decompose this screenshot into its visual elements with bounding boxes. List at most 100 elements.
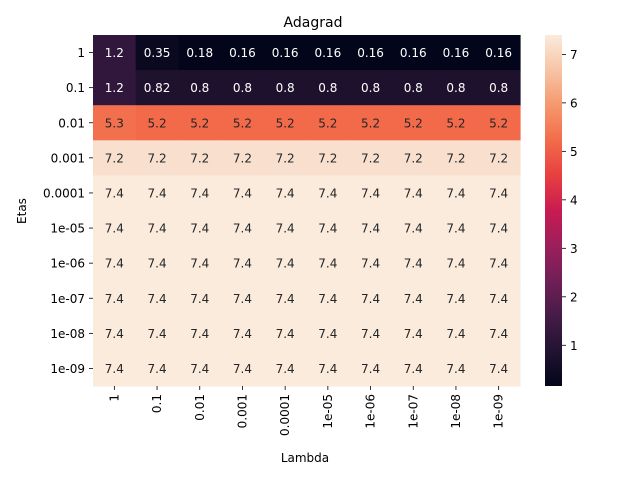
colorbar-tick-label: 6 (570, 96, 578, 110)
heatmap-cell (93, 350, 137, 387)
cell-value-label: 7.4 (404, 362, 423, 376)
cell-value-label: 7.4 (276, 222, 295, 236)
heatmap-cell (306, 70, 350, 106)
heatmap-cell (434, 35, 478, 71)
cell-value-label: 5.2 (446, 116, 465, 130)
x-axis-label: Lambda (281, 451, 329, 465)
heatmap-cell (434, 245, 478, 282)
heatmap-cell (135, 315, 179, 352)
cell-value-label: 7.2 (233, 151, 252, 165)
heatmap-cell (477, 35, 521, 71)
cell-value-label: 7.4 (404, 292, 423, 306)
cell-value-label: 7.2 (361, 151, 380, 165)
y-tick-label: 1e-05 (50, 222, 85, 236)
heatmap-cell (135, 140, 179, 176)
heatmap-cell (477, 70, 521, 106)
heatmap-cell (221, 140, 265, 176)
cell-value-label: 7.4 (233, 222, 252, 236)
cell-value-label: 7.4 (148, 292, 167, 306)
heatmap-cell (178, 70, 222, 106)
heatmap-cell (349, 140, 393, 176)
heatmap-cell (263, 70, 308, 106)
x-tick-label: 0.0001 (278, 394, 292, 436)
cell-value-label: 7.4 (105, 327, 124, 341)
cell-value-label: 7.4 (361, 292, 380, 306)
heatmap-cell (306, 315, 350, 352)
heatmap-cell (263, 105, 308, 141)
heatmap-cell (477, 350, 521, 387)
cell-value-label: 7.4 (105, 362, 124, 376)
heatmap-cell (135, 35, 179, 71)
heatmap-cell (263, 350, 308, 387)
cell-value-label: 7.4 (105, 257, 124, 271)
cell-value-label: 0.16 (314, 46, 341, 60)
cell-value-label: 7.4 (276, 186, 295, 200)
cell-value-label: 5.2 (276, 116, 295, 130)
heatmap-cell (221, 105, 265, 141)
cell-value-label: 7.4 (318, 327, 337, 341)
heatmap-cell (306, 350, 350, 387)
cell-value-label: 5.2 (361, 116, 380, 130)
heatmap-cell (135, 210, 179, 247)
heatmap-cell (178, 140, 222, 176)
heatmap-cell (93, 245, 137, 282)
cell-value-label: 7.4 (361, 257, 380, 271)
y-tick-label: 1 (77, 46, 85, 60)
cell-value-label: 7.4 (404, 222, 423, 236)
heatmap-cell (306, 280, 350, 317)
heatmap-cell (391, 175, 436, 212)
cell-value-label: 7.4 (276, 362, 295, 376)
heatmap-cell (135, 350, 179, 387)
x-axis-ticks: 1 0.1 0.01 0.001 0.0001 1e-05 1e-06 1e-07 1e-08 1… (107, 386, 506, 436)
heatmap-cell (349, 210, 393, 247)
heatmap-cell (434, 175, 478, 212)
heatmap-cell (263, 210, 308, 247)
y-tick-label: 1e-07 (50, 292, 85, 306)
y-tick-label: 1e-09 (50, 362, 85, 376)
heatmap-cell-labels: 1.2 0.35 0.18 0.16 0.16 0.16 0.16 0.16 0.16 0.16 1… (105, 46, 512, 376)
cell-value-label: 5.2 (318, 116, 337, 130)
cell-value-label: 7.4 (148, 186, 167, 200)
cell-value-label: 1.2 (105, 81, 124, 95)
heatmap-cell (349, 280, 393, 317)
cell-value-label: 7.4 (276, 292, 295, 306)
heatmap-cell (135, 70, 179, 106)
cell-value-label: 0.35 (144, 46, 171, 60)
cell-value-label: 7.2 (404, 151, 423, 165)
colorbar-ticks: 1 2 3 4 5 6 7 (562, 48, 578, 353)
x-tick-label: 1e-07 (406, 394, 420, 429)
x-tick-label: 1e-06 (364, 394, 378, 429)
cell-value-label: 0.18 (186, 46, 213, 60)
heatmap-cell (93, 280, 137, 317)
cell-value-label: 7.4 (318, 292, 337, 306)
cell-value-label: 0.82 (144, 81, 171, 95)
heatmap-cell (477, 210, 521, 247)
cell-value-label: 7.2 (190, 151, 209, 165)
heatmap-cell (135, 105, 179, 141)
heatmap-cell (93, 315, 137, 352)
cell-value-label: 0.16 (272, 46, 299, 60)
heatmap-cell (263, 35, 308, 71)
colorbar-tick-label: 1 (570, 339, 578, 353)
cell-value-label: 7.4 (361, 186, 380, 200)
cell-value-label: 7.4 (233, 292, 252, 306)
cell-value-label: 7.4 (489, 186, 508, 200)
heatmap-cell (93, 140, 137, 176)
heatmap-cell (391, 210, 436, 247)
cell-value-label: 7.4 (404, 186, 423, 200)
cell-value-label: 7.4 (446, 327, 465, 341)
heatmap-cell (349, 350, 393, 387)
colorbar (545, 35, 562, 386)
cell-value-label: 7.4 (190, 327, 209, 341)
heatmap-cell (349, 315, 393, 352)
heatmap-cell (93, 210, 137, 247)
heatmap-cell (221, 315, 265, 352)
y-tick-label: 0.1 (66, 81, 85, 95)
heatmap-cell (434, 70, 478, 106)
cell-value-label: 7.4 (190, 186, 209, 200)
cell-value-label: 7.4 (233, 257, 252, 271)
cell-value-label: 0.8 (276, 81, 295, 95)
heatmap-cell (391, 245, 436, 282)
y-tick-label: 1e-08 (50, 327, 85, 341)
cell-value-label: 1.2 (105, 46, 124, 60)
